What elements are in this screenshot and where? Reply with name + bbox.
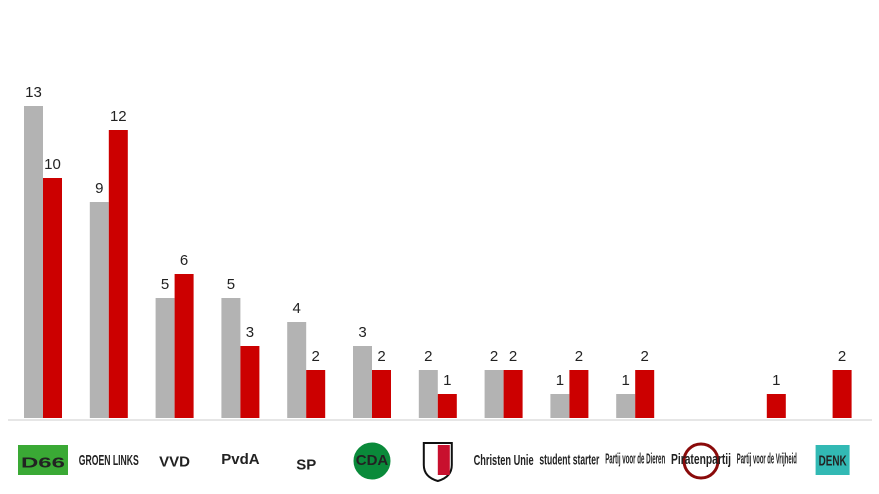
logo-circle (353, 442, 391, 480)
category-logo-text: Piratenpartij (671, 451, 731, 468)
bar (484, 370, 504, 418)
value-label: 3 (358, 324, 366, 341)
bar (832, 370, 852, 418)
value-label: 4 (293, 300, 301, 317)
value-label: 5 (227, 276, 235, 293)
value-label: 9 (95, 180, 103, 197)
value-label: 3 (246, 324, 254, 341)
value-label: 1 (772, 372, 780, 389)
category-logo-text: student starter (539, 452, 599, 469)
bar (221, 298, 241, 418)
bar (437, 394, 457, 418)
value-label: 1 (622, 372, 630, 389)
bar (240, 346, 260, 418)
value-label: 2 (424, 348, 432, 365)
value-label: 2 (838, 348, 846, 365)
value-label: 1 (443, 372, 451, 389)
logo-circle (682, 442, 720, 480)
value-label: 10 (44, 156, 61, 173)
logo-shield-part (437, 445, 450, 475)
bar (353, 346, 372, 418)
value-label: 2 (312, 348, 320, 365)
value-label: 2 (377, 348, 385, 365)
bar (89, 202, 109, 418)
category-logo-text: Partij voor de Vrijheid (737, 450, 797, 467)
logo-box (815, 445, 850, 475)
value-label: 6 (180, 252, 188, 269)
bar (550, 394, 570, 418)
category-logo-text: PvdA (221, 451, 260, 468)
bar (43, 178, 62, 418)
bar (503, 370, 523, 418)
logo-box (18, 445, 68, 475)
bar (155, 298, 175, 418)
value-label: 2 (641, 348, 649, 365)
value-label: 13 (25, 84, 42, 101)
value-label: 5 (161, 276, 169, 293)
bar (372, 370, 391, 418)
category-logo-text: VVD (159, 453, 190, 470)
value-label: 2 (575, 348, 583, 365)
category-logo-text: D66 (21, 454, 65, 471)
value-label: 12 (110, 108, 127, 125)
category-logo-text: GROEN LINKS (79, 452, 139, 469)
value-label: 2 (509, 348, 517, 365)
bar (766, 394, 786, 418)
category-logo-text: DENK (819, 453, 847, 470)
category-logo-text: Partij voor de Dieren (605, 450, 665, 467)
bar (174, 274, 194, 418)
bar (635, 370, 655, 418)
category-logo-text: Christen Unie (474, 452, 534, 469)
category-logo-text: CDA (356, 452, 389, 469)
bar (24, 106, 43, 418)
bar (418, 370, 438, 418)
bar (306, 370, 326, 418)
bar (569, 370, 589, 418)
value-label: 1 (556, 372, 564, 389)
value-label: 2 (490, 348, 498, 365)
bar (287, 322, 307, 418)
bar (616, 394, 636, 418)
bar (108, 130, 128, 418)
category-logo-text: SP (296, 456, 316, 473)
